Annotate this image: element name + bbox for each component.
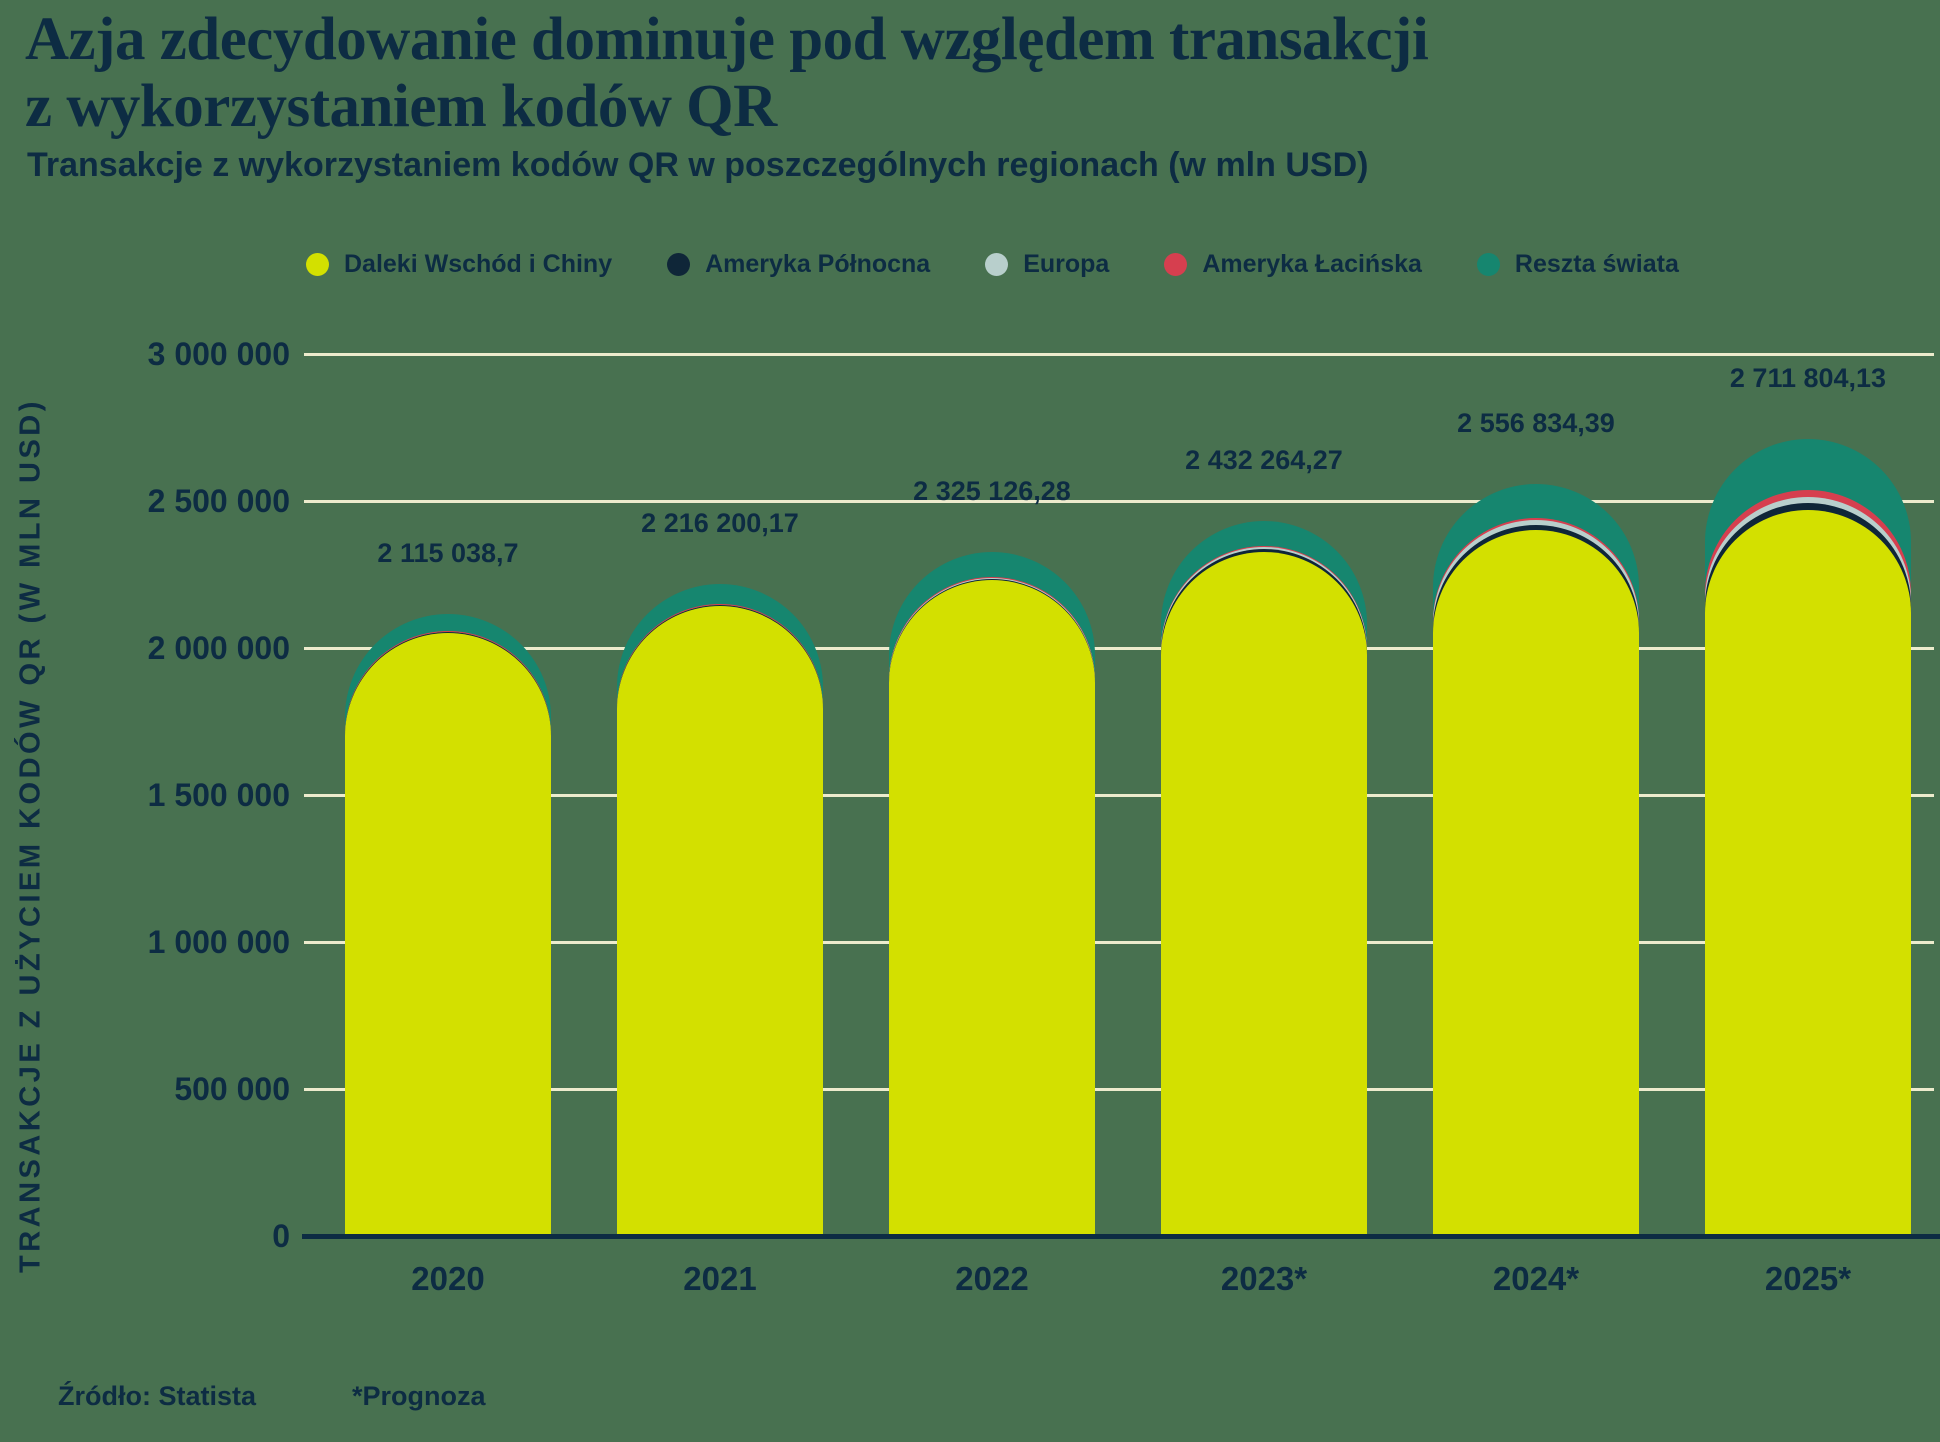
ameryka-p-nocna-dot-icon (667, 253, 691, 276)
gridline (304, 941, 1934, 944)
chart-subtitle: Transakcje z wykorzystaniem kodów QR w p… (27, 146, 1369, 184)
x-tick-label: 2023* (1220, 1260, 1308, 1297)
legend-label: Ameryka Północna (705, 250, 931, 278)
chart-title-line2: z wykorzystaniem kodów QR (25, 73, 777, 140)
ameryka-aci-ska-dot-icon (1164, 253, 1188, 276)
chart-title-line1: Azja zdecydowanie dominuje pod względem … (25, 6, 1429, 73)
bar-total-label: 2 325 126,28 (913, 476, 1071, 507)
y-tick-label: 1 500 000 (147, 777, 290, 813)
legend-label: Europa (1023, 250, 1110, 278)
legend-label: Daleki Wschód i Chiny (344, 250, 613, 278)
bar-segment-1 (889, 579, 1095, 1236)
x-tick-label: 2025* (1764, 1260, 1852, 1297)
y-tick-label: 0 (272, 1218, 290, 1254)
bar-segment-1 (1433, 530, 1639, 1236)
x-tick-label: 2020 (411, 1260, 485, 1297)
legend-item: Ameryka Łacińska (1164, 250, 1422, 279)
x-tick-label: 2024* (1492, 1260, 1580, 1297)
x-axis-line (302, 1234, 1940, 1239)
bar-segment-1 (345, 632, 551, 1236)
y-tick-label: 3 000 000 (147, 336, 290, 372)
y-tick-label: 2 000 000 (147, 630, 290, 666)
bar-total-label: 2 556 834,39 (1457, 408, 1615, 439)
y-tick-label: 500 000 (174, 1071, 290, 1107)
reszta-wiata-dot-icon (1476, 253, 1500, 276)
legend-item: Reszta świata (1476, 250, 1679, 279)
bar-total-label: 2 115 038,7 (377, 538, 519, 569)
x-tick-label: 2021 (683, 1260, 757, 1297)
bar-segment-1 (1705, 509, 1911, 1236)
forecast-note: *Prognoza (352, 1381, 486, 1411)
y-tick-label: 2 500 000 (147, 483, 290, 519)
x-tick-label: 2022 (955, 1260, 1029, 1297)
bar-segment-1 (1161, 552, 1367, 1236)
source-note: Źródło: Statista (58, 1381, 257, 1411)
bar-segment-1 (617, 606, 823, 1236)
gridline (304, 500, 1934, 503)
legend: Daleki Wschód i Chiny Ameryka Północna Eur… (306, 250, 1679, 279)
y-tick-label: 1 000 000 (147, 924, 290, 960)
legend-item: Europa (985, 250, 1109, 279)
daleki-wsch-d-i-chiny-dot-icon (306, 253, 329, 276)
legend-item: Daleki Wschód i Chiny (306, 250, 612, 279)
legend-label: Reszta świata (1514, 250, 1679, 278)
bar-total-label: 2 432 264,27 (1185, 444, 1343, 475)
europa-dot-icon (985, 253, 1009, 276)
gridline (304, 647, 1934, 650)
gridline (304, 794, 1934, 797)
bar-total-label: 2 216 200,17 (641, 508, 799, 539)
gridline (304, 1088, 1934, 1091)
chart-title: Azja zdecydowanie dominuje pod względem … (25, 6, 1429, 140)
legend-item: Ameryka Północna (667, 250, 930, 279)
gridline (304, 353, 1934, 356)
bar-total-label: 2 711 804,13 (1729, 362, 1887, 393)
legend-label: Ameryka Łacińska (1202, 250, 1422, 278)
